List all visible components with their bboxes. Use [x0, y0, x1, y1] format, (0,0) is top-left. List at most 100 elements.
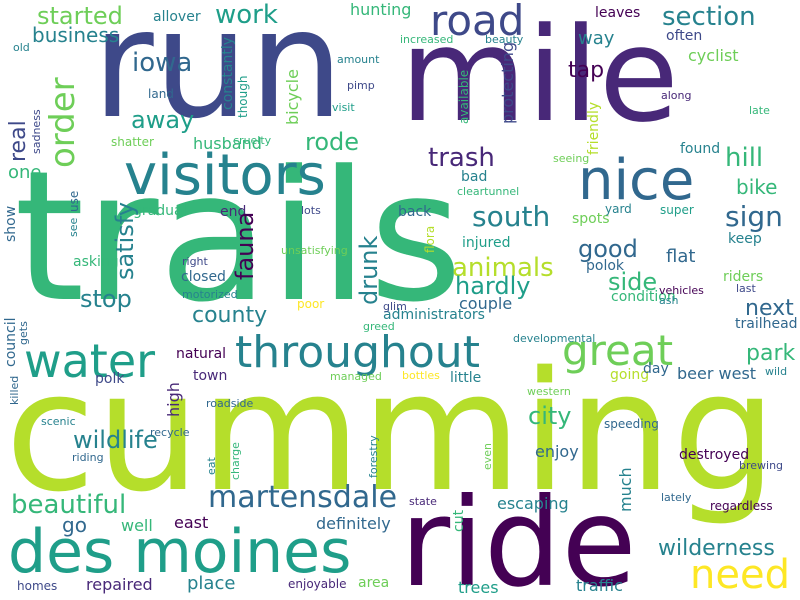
- word-council: brewing: [739, 459, 784, 472]
- word-couple: destroyed: [679, 447, 750, 463]
- word-motorized: increased: [400, 33, 454, 46]
- word-hill: sign: [725, 200, 783, 233]
- word-away: side: [608, 268, 658, 296]
- word-great: great: [562, 326, 674, 375]
- word-destroyed: repaired: [86, 575, 153, 594]
- word-cleartunnel: often: [666, 28, 703, 44]
- word-administrators: cut: [451, 509, 467, 532]
- word-containers: little: [450, 370, 482, 386]
- word-show: wild: [765, 365, 788, 378]
- word-well: bike: [736, 175, 778, 199]
- word-managed: see: [67, 217, 80, 237]
- word-super: closed: [181, 269, 226, 285]
- word-bicycle: scenic: [41, 415, 76, 428]
- word-brewing: flora: [423, 225, 437, 253]
- word-cruelty: though: [236, 75, 250, 118]
- word-asking: old: [13, 41, 30, 54]
- word-polok: glim: [383, 300, 407, 313]
- word-constantly: eat: [205, 457, 218, 475]
- word-bike: park: [746, 341, 796, 366]
- word-little: show: [3, 205, 19, 242]
- word-lots: allover: [153, 9, 201, 25]
- word-escaping: place: [187, 573, 236, 594]
- word-scenic: back: [398, 204, 432, 220]
- word-end: land: [148, 87, 174, 101]
- word-high: state: [409, 495, 437, 508]
- word-though: riding: [72, 451, 104, 464]
- word-way: city: [528, 402, 572, 430]
- word-gets: lately: [661, 491, 692, 504]
- word-ash: poor: [297, 297, 325, 311]
- word-enjoyable: council: [3, 317, 19, 368]
- word-trees: well: [121, 516, 153, 535]
- word-drunk: recycle: [150, 426, 190, 439]
- word-beer-west: trees: [458, 578, 499, 597]
- word-injured: beer west: [677, 364, 757, 383]
- word-developmental: sadness: [30, 109, 43, 154]
- word-sign: south: [472, 200, 551, 233]
- word-leaves: keep: [728, 231, 762, 247]
- word-greed: visit: [332, 101, 355, 114]
- word-roadside: end: [220, 204, 247, 220]
- word-seeing: couple: [459, 294, 513, 313]
- word-western: gradual: [133, 203, 187, 219]
- word-keep: natural: [176, 346, 227, 362]
- word-old: greed: [363, 320, 395, 333]
- word-repaired: flat: [666, 246, 696, 267]
- word-flat: go: [62, 513, 87, 537]
- word-run: run: [92, 0, 344, 152]
- word-trails: trails: [14, 133, 463, 342]
- word-one: next: [745, 296, 794, 321]
- word-unsatisfying: beauty: [485, 33, 524, 46]
- word-often: riders: [723, 269, 764, 285]
- word-cyclist: last: [736, 282, 756, 295]
- word-place: way: [578, 28, 615, 49]
- word-riders: polk: [95, 371, 125, 387]
- word-day: husband: [193, 134, 262, 153]
- word-yard: administrators: [383, 307, 485, 323]
- word-shatter: available: [457, 69, 471, 124]
- word-see: going: [610, 367, 650, 383]
- word-nice: nice: [578, 148, 695, 213]
- word-forestry: homes: [17, 579, 58, 593]
- word-friendly: even: [481, 442, 494, 470]
- word-bad: leaves: [595, 5, 641, 21]
- word-spots: trailhead: [735, 316, 798, 332]
- word-cumming: cumming: [5, 336, 777, 528]
- word-glim: pimp: [347, 79, 375, 92]
- word-hardly: rode: [305, 128, 360, 156]
- word-animals: trash: [428, 143, 495, 173]
- word-husband: bicycle: [283, 69, 302, 125]
- word-visitors: visitors: [124, 143, 326, 208]
- word-throughout: throughout: [235, 327, 480, 378]
- word-beauty: found: [680, 141, 721, 157]
- word-traffic: east: [174, 513, 209, 532]
- word-area: asking: [73, 254, 119, 270]
- word-cut: vehicles: [659, 284, 704, 297]
- word-need: need: [690, 552, 790, 598]
- word-found: injured: [462, 235, 511, 251]
- word-available: forestry: [367, 435, 380, 478]
- word-des-moines: des moines: [8, 517, 352, 587]
- word-real: bottles: [402, 369, 440, 382]
- word-lately: right: [182, 255, 208, 268]
- word-order: developmental: [513, 332, 596, 345]
- word-bottles: use: [67, 190, 81, 212]
- word-charge: enjoyable: [288, 577, 347, 591]
- word-land: protecting: [498, 41, 517, 124]
- word-rode: away: [131, 106, 195, 134]
- word-city: satisfy: [111, 201, 139, 280]
- word-fauna: roadside: [206, 397, 254, 410]
- word-town: much: [616, 467, 635, 512]
- word-last: high: [164, 382, 183, 417]
- word-allover: yard: [605, 202, 632, 216]
- word-mile: mile: [400, 0, 679, 151]
- word-recycle: lots: [301, 204, 321, 217]
- word-much: polok: [586, 258, 625, 274]
- word-water: water: [24, 334, 156, 388]
- word-back: hunting: [350, 0, 412, 19]
- word-business: wilderness: [658, 536, 775, 561]
- word-eat: area: [358, 575, 390, 591]
- word-late: condition: [611, 289, 676, 305]
